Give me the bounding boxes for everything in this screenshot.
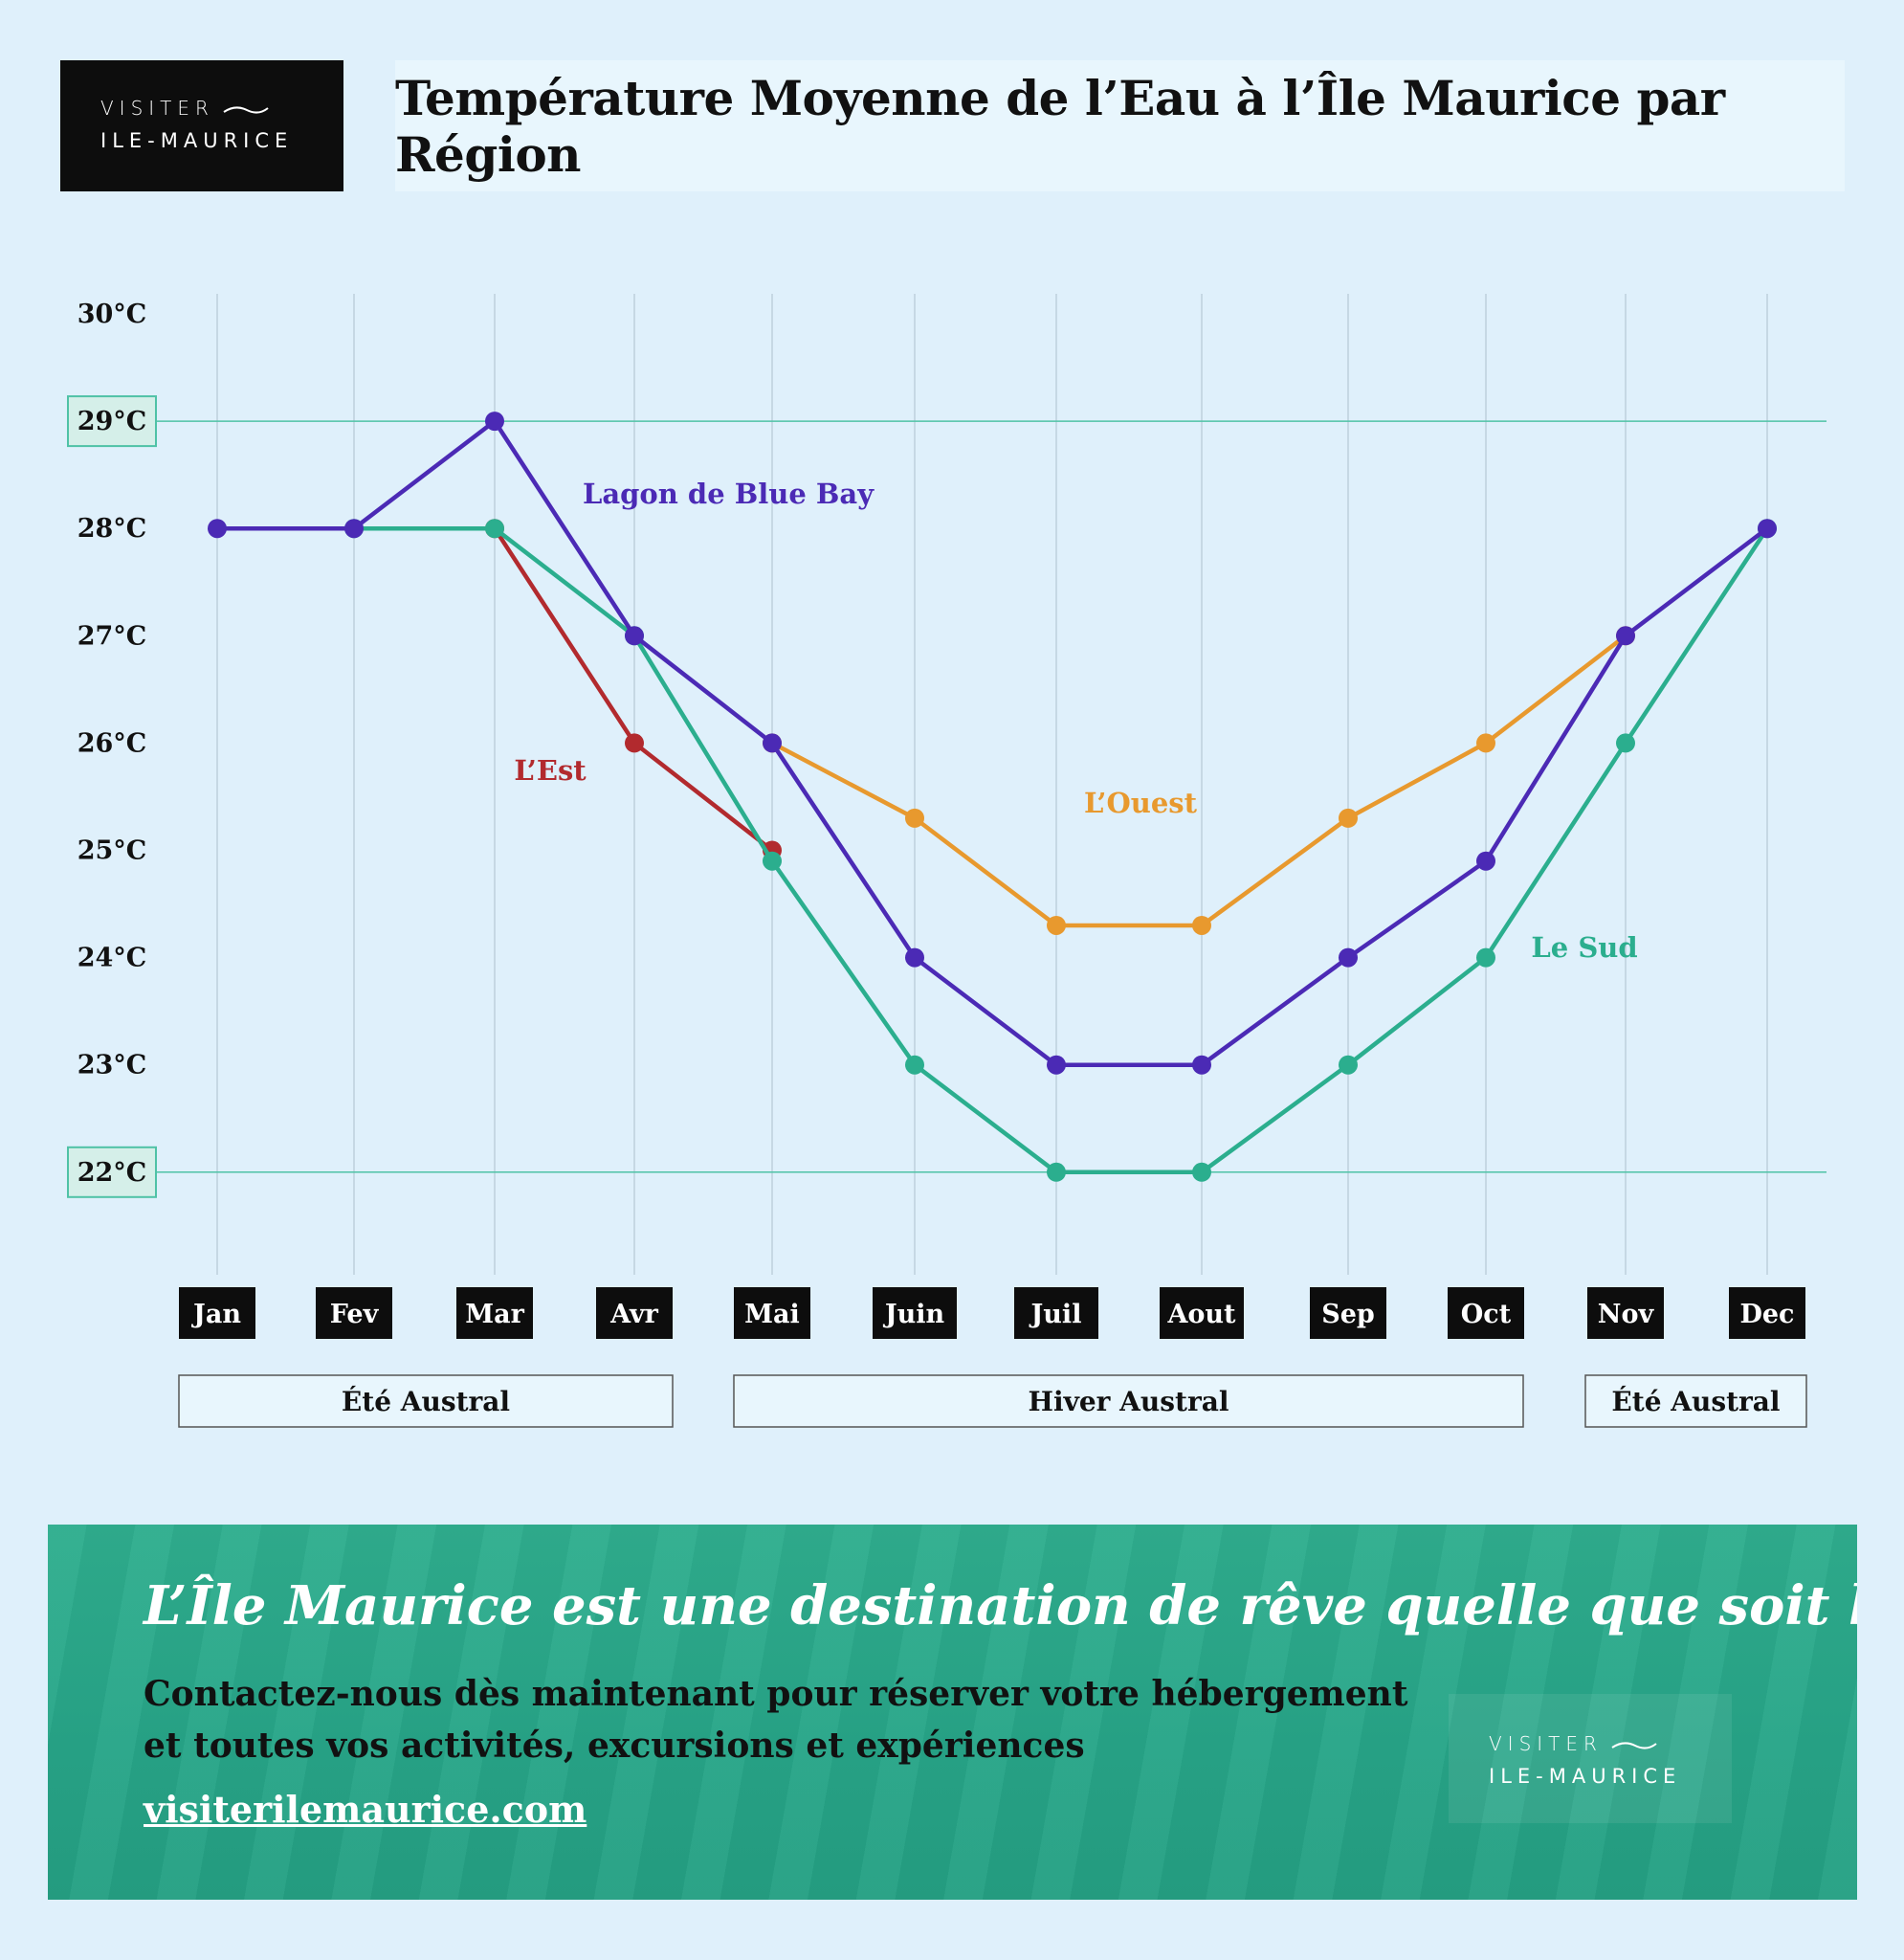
- website-link[interactable]: visiterilemaurice.com: [144, 1788, 587, 1831]
- y-tick-label: 26°C: [77, 728, 147, 758]
- y-tick-label: 28°C: [77, 514, 147, 544]
- month-label-box: [1310, 1287, 1386, 1339]
- series-line: [217, 418, 1769, 1067]
- y-tick-label: 29°C: [77, 407, 147, 436]
- wave-icon: [223, 105, 269, 114]
- month-label-box: [456, 1287, 533, 1339]
- month-label-box: [1448, 1287, 1524, 1339]
- data-point: [485, 519, 504, 539]
- y-tick-label: 24°C: [77, 944, 147, 973]
- y-tick-label: 30°C: [77, 300, 147, 329]
- y-tick-label: 23°C: [77, 1051, 147, 1080]
- promo-banner: L’Île Maurice est une destination de rêv…: [48, 1525, 1857, 1900]
- series-line: [493, 526, 774, 853]
- data-point: [1616, 626, 1635, 646]
- data-point: [1758, 519, 1777, 539]
- season-box: [733, 1374, 1524, 1428]
- y-tick-label: 22°C: [77, 1158, 147, 1188]
- data-point: [1476, 733, 1495, 753]
- banner-logo: VISITER ILE-MAURICE: [1449, 1694, 1732, 1823]
- x-tick-label: Dec: [1739, 1300, 1794, 1329]
- series-label: L’Ouest: [1084, 787, 1198, 819]
- series-line: [354, 525, 1769, 1175]
- page-title: Température Moyenne de l’Eau à l’Île Mau…: [395, 69, 1725, 183]
- x-tick-label: Sep: [1321, 1300, 1375, 1329]
- data-point: [208, 519, 227, 539]
- month-label-box: [596, 1287, 673, 1339]
- data-point: [1616, 733, 1635, 753]
- season-label: Hiver Austral: [1029, 1386, 1229, 1417]
- season-label: Été Austral: [1611, 1386, 1780, 1417]
- data-point: [905, 808, 924, 828]
- series-label: Le Sud: [1531, 931, 1637, 964]
- x-tick-label: Fev: [330, 1300, 380, 1329]
- data-point: [1339, 808, 1358, 828]
- month-label-box: [179, 1287, 255, 1339]
- month-label-box: [1014, 1287, 1098, 1339]
- season-box: [178, 1374, 674, 1428]
- data-point: [1339, 947, 1358, 968]
- month-label-box: [316, 1287, 392, 1339]
- data-point: [625, 626, 644, 646]
- x-tick-label: Nov: [1598, 1300, 1655, 1329]
- month-label-box: [1729, 1287, 1805, 1339]
- data-point: [1476, 851, 1495, 871]
- x-tick-label: Juil: [1029, 1300, 1082, 1329]
- banner-body: Contactez-nous dès maintenant pour réser…: [144, 1668, 1407, 1771]
- data-point: [905, 947, 924, 968]
- logo-text-visiter: VISITER: [1489, 1732, 1603, 1755]
- x-tick-label: Jan: [191, 1300, 241, 1329]
- brand-logo: VISITER ILE-MAURICE: [60, 60, 343, 191]
- y-tick-label: 25°C: [77, 836, 147, 866]
- data-point: [485, 412, 504, 432]
- title-box: Température Moyenne de l’Eau à l’Île Mau…: [395, 60, 1845, 191]
- data-point: [1047, 1055, 1066, 1075]
- banner-headline: L’Île Maurice est une destination de rêv…: [144, 1574, 1857, 1637]
- data-point: [763, 851, 782, 871]
- x-tick-label: Aout: [1166, 1300, 1236, 1329]
- month-label-box: [734, 1287, 810, 1339]
- tick-highlight-box: [67, 1146, 157, 1198]
- data-point: [344, 519, 364, 539]
- season-box: [1584, 1374, 1807, 1428]
- series-label: Lagon de Blue Bay: [583, 478, 875, 510]
- data-point: [1192, 1162, 1211, 1182]
- x-tick-label: Oct: [1461, 1300, 1512, 1329]
- x-tick-label: Mai: [744, 1300, 800, 1329]
- series-label: L’Est: [514, 754, 587, 787]
- series-line: [770, 634, 1627, 928]
- data-point: [905, 1055, 924, 1075]
- x-tick-label: Avr: [609, 1300, 659, 1329]
- tick-highlight-box: [67, 395, 157, 448]
- month-label-box: [1587, 1287, 1664, 1339]
- line-chart: 30°C 29°C 28°C 27°C 26°C 25°C 24°C 23°C 22°C L’Es…: [67, 294, 1827, 1428]
- data-point: [1339, 1055, 1358, 1075]
- logo-text-ile-maurice: ILE-MAURICE: [100, 129, 294, 152]
- data-point: [1192, 915, 1211, 935]
- data-point: [1047, 915, 1066, 935]
- data-point: [1192, 1055, 1211, 1075]
- season-label: Été Austral: [342, 1386, 510, 1417]
- month-label-box: [1160, 1287, 1244, 1339]
- logo-text-ile-maurice: ILE-MAURICE: [1489, 1765, 1682, 1788]
- y-tick-label: 27°C: [77, 621, 147, 651]
- data-point: [1476, 947, 1495, 968]
- banner-body-line: et toutes vos activités, excursions et e…: [144, 1726, 1085, 1766]
- month-label-box: [873, 1287, 957, 1339]
- x-tick-label: Mar: [465, 1300, 524, 1329]
- wave-icon: [1611, 1741, 1657, 1749]
- data-point: [1047, 1162, 1066, 1182]
- data-point: [625, 733, 644, 753]
- banner-body-line: Contactez-nous dès maintenant pour réser…: [144, 1674, 1408, 1714]
- data-point: [763, 733, 782, 753]
- x-tick-label: Juin: [883, 1300, 945, 1329]
- logo-text-visiter: VISITER: [100, 97, 214, 120]
